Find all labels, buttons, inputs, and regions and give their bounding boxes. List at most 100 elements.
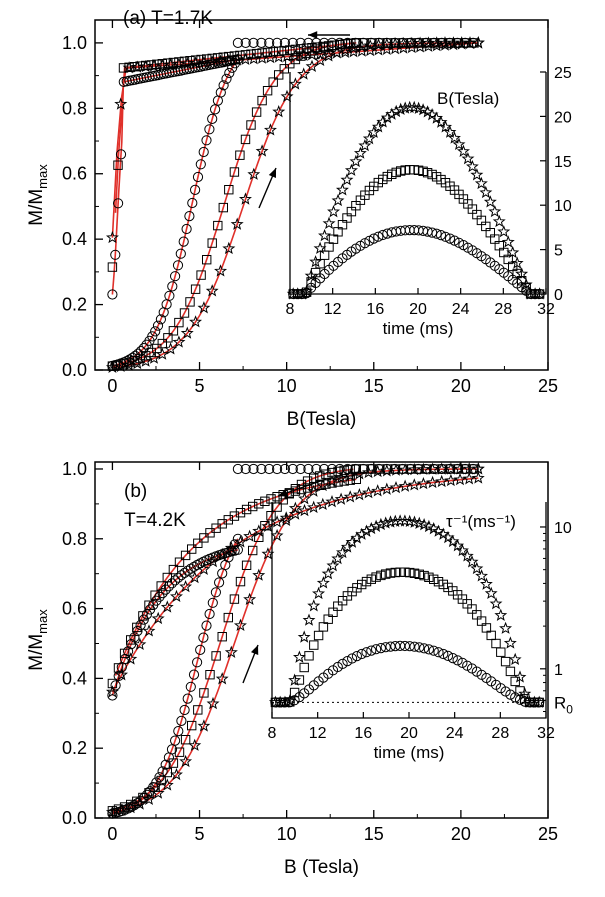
inset-point-circle <box>337 658 348 670</box>
inset-point-circle <box>375 643 386 654</box>
data-point-square <box>168 326 179 336</box>
data-point-square <box>229 594 240 604</box>
data-point-square <box>251 107 262 117</box>
data-point-square <box>107 262 118 272</box>
inset-point-circle <box>438 648 449 660</box>
data-point-square <box>345 475 355 485</box>
inset-point-square <box>361 576 372 587</box>
inset-x-axis-label: time (ms) <box>383 319 454 338</box>
y-axis-label-main: M/M <box>26 189 47 226</box>
inset-point-star <box>288 673 302 686</box>
inset-x-tick-label: 20 <box>400 725 418 742</box>
data-point-circle <box>107 690 118 701</box>
y-tick-label: 0.4 <box>62 229 87 249</box>
data-point-circle <box>184 211 195 222</box>
panel-title: (a) T=1.7K <box>123 8 213 29</box>
data-point-star <box>155 347 169 360</box>
inset-x-tick-label: 32 <box>537 301 555 318</box>
x-tick-label: 15 <box>364 376 384 396</box>
inset-point-star <box>364 521 378 535</box>
inset-point-star <box>313 241 327 255</box>
inset-y-axis-label: B(Tesla) <box>437 89 499 108</box>
data-point-star <box>124 652 138 665</box>
inset-x-tick-label: 8 <box>286 301 295 318</box>
data-point-square <box>241 560 252 570</box>
data-point-star <box>164 342 178 355</box>
data-point-star <box>238 192 252 205</box>
data-point-star <box>224 541 238 554</box>
y-axis-label-sub: max <box>35 609 50 634</box>
data-point-square <box>211 651 221 661</box>
data-point-circle <box>256 463 267 475</box>
inset-x-tick-label: 24 <box>446 725 464 742</box>
inset-point-star <box>327 205 341 218</box>
inset-point-star <box>519 278 533 291</box>
data-point-star <box>180 326 194 339</box>
inset-point-star <box>452 137 466 151</box>
data-point-circle <box>207 113 218 125</box>
data-point-star <box>362 486 376 499</box>
data-point-square <box>217 632 227 642</box>
y-axis-label: M/Mmax <box>26 609 50 671</box>
data-point-star <box>151 786 165 799</box>
inset-point-star <box>431 524 445 537</box>
inset-point-star <box>497 225 511 238</box>
inset-point-square <box>285 697 295 707</box>
data-point-circle <box>167 281 178 292</box>
x-tick-label: 5 <box>195 824 205 844</box>
inset-point-star <box>360 524 374 537</box>
fit-curve-up <box>112 42 354 367</box>
data-point-star <box>297 67 311 80</box>
data-point-square <box>260 496 270 507</box>
data-point-circle <box>232 37 243 49</box>
y-tick-label: 0.0 <box>62 808 87 828</box>
data-point-square <box>162 572 173 583</box>
inset-point-square <box>385 568 396 578</box>
inset-data-points <box>268 514 546 708</box>
data-point-square <box>327 478 337 488</box>
data-point-square <box>272 492 282 502</box>
data-point-star <box>307 500 321 514</box>
data-point-square <box>144 600 154 610</box>
data-point-square <box>469 38 479 48</box>
inset-point-star <box>295 287 309 300</box>
data-point-star <box>169 767 183 781</box>
x-axis-label: B(Tesla) <box>287 409 357 430</box>
data-point-star <box>272 104 286 118</box>
inset-y-tick-label: 0 <box>554 287 563 304</box>
data-point-square <box>268 77 278 87</box>
data-point-square <box>179 308 190 318</box>
inset-point-star <box>443 125 457 138</box>
inset-y-tick-label: 1 <box>554 662 563 679</box>
panel-title: (b) <box>124 481 147 502</box>
data-point-star <box>343 490 357 503</box>
data-point-circle <box>248 463 259 475</box>
inset-point-circle <box>351 651 362 662</box>
inset-axis-ticks: 8 12 16 20 24 28 320 5 10 15 20 25 <box>286 65 572 318</box>
data-point-star <box>407 478 421 491</box>
data-point-star <box>352 487 366 501</box>
axis-ticks: 0 5 10 15 20 25 0.0 0.2 0.4 0.6 0.8 1.0 <box>62 20 558 396</box>
data-point-star <box>298 492 311 505</box>
data-point-circle <box>198 632 209 643</box>
inset-point-star <box>336 545 350 559</box>
data-point-circle <box>147 331 158 342</box>
data-point-star <box>398 479 412 492</box>
data-point-square <box>180 550 191 561</box>
data-point-star <box>179 580 193 593</box>
data-point-circle <box>107 289 118 300</box>
data-point-square <box>174 317 184 328</box>
inset-point-square <box>481 623 492 633</box>
data-point-circle <box>279 463 290 475</box>
data-point-square <box>118 63 129 73</box>
data-point-star <box>139 354 153 367</box>
data-point-star <box>243 529 257 542</box>
inset-y-tick-label: 20 <box>554 109 572 126</box>
inset-point-square <box>381 569 391 579</box>
data-point-star <box>252 568 266 581</box>
data-point-star <box>160 600 174 613</box>
data-point-square <box>126 635 136 645</box>
data-point-square <box>274 46 284 56</box>
data-point-square <box>307 43 317 53</box>
inset-x-tick-label: 20 <box>409 301 427 318</box>
